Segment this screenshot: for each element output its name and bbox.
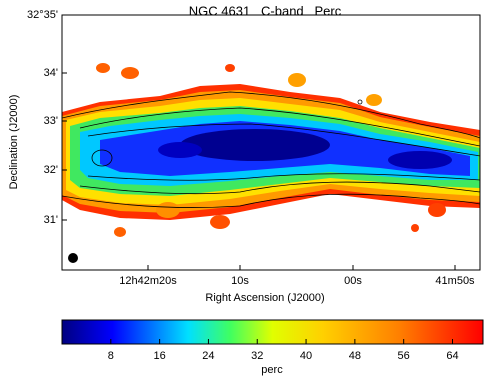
colorbar [61, 319, 484, 345]
colorbar-tick-label: 40 [300, 350, 312, 362]
y-tick-label: 31' [44, 214, 58, 226]
colorbar-tick-label: 48 [349, 350, 361, 362]
y-axis-label: Declination (J2000) [8, 95, 20, 190]
beam [68, 253, 78, 263]
galaxy-image [62, 63, 480, 237]
colorbar-tick-label: 24 [202, 350, 214, 362]
x-tick-label: 41m50s [435, 275, 475, 287]
colorbar-tick-label: 16 [153, 350, 165, 362]
x-tick-label: 00s [344, 275, 362, 287]
x-tick-label: 12h42m20s [119, 275, 177, 287]
colorbar-label: perc [261, 364, 283, 376]
colorbar-tick-label: 64 [446, 350, 458, 362]
y-tick-label: 34' [44, 67, 58, 79]
chart-title: NGC 4631 C-band Perc [189, 3, 342, 18]
colorbar-tick-label: 32 [251, 350, 263, 362]
plot-frame [61, 14, 481, 271]
colorbar-tick-label: 56 [398, 350, 410, 362]
x-axis-label: Right Ascension (J2000) [205, 292, 324, 304]
y-tick-label: 32°35' [27, 9, 58, 21]
x-tick-label: 10s [231, 275, 249, 287]
y-tick-label: 32' [44, 164, 58, 176]
y-tick-label: 33' [44, 115, 58, 127]
colorbar-tick-label: 8 [108, 350, 114, 362]
